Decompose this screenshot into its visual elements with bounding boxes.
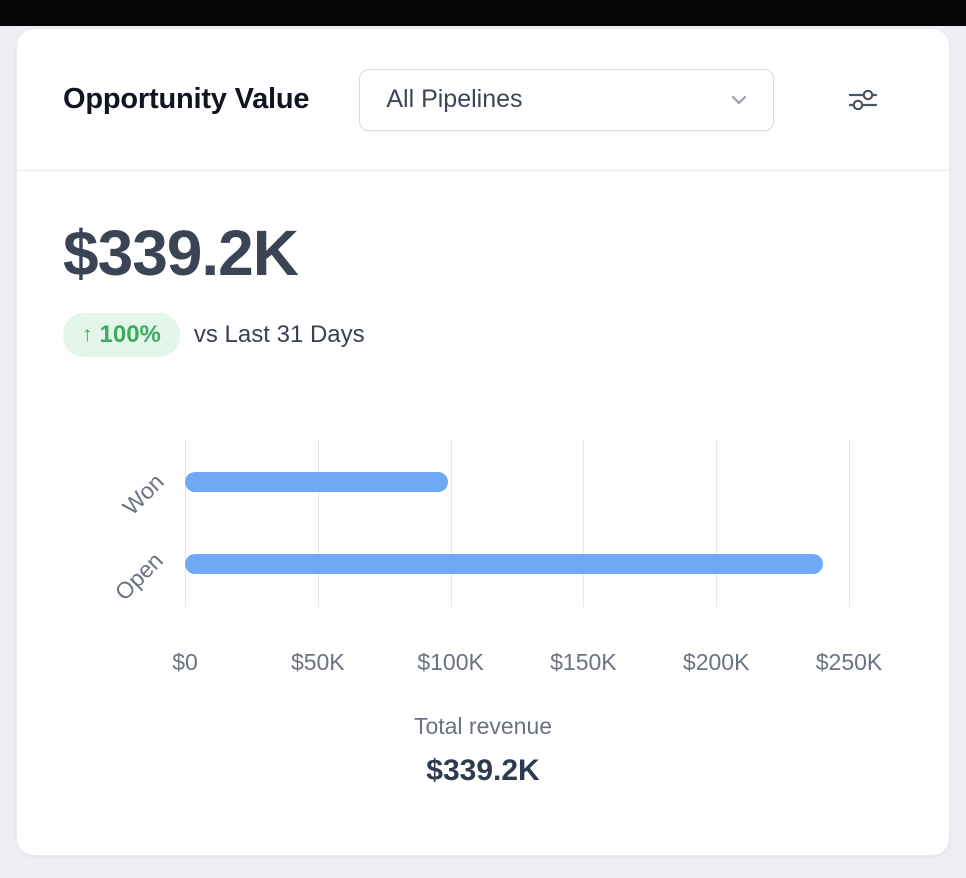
gridline — [716, 439, 718, 607]
bar-won[interactable] — [185, 472, 448, 492]
y-axis-labels: Won Open — [63, 439, 185, 607]
comparison-label: vs Last 31 Days — [193, 321, 365, 348]
category-label-won: Won — [117, 468, 169, 520]
x-tick-label: $0 — [172, 649, 198, 675]
change-percent: 100% — [99, 321, 161, 348]
filter-settings-button[interactable] — [841, 78, 885, 122]
gridline — [317, 439, 319, 607]
x-tick-label: $150K — [550, 649, 617, 675]
top-edge-bar — [0, 0, 966, 26]
gridline — [185, 439, 186, 607]
x-axis-ticks: $0 $50K $100K $150K $200K $250K — [172, 649, 882, 679]
change-badge: ↑ 100% — [63, 313, 180, 357]
card-header: Opportunity Value All Pipelines — [17, 29, 949, 171]
category-label-open: Open — [109, 547, 168, 606]
chevron-down-icon — [727, 88, 751, 112]
total-revenue-label: Total revenue — [413, 713, 553, 739]
x-tick-label: $250K — [815, 649, 883, 675]
chart-plot-row: Won Open — [63, 439, 903, 607]
x-tick-label: $200K — [682, 649, 750, 675]
change-row: ↑ 100% vs Last 31 Days — [63, 313, 903, 357]
x-axis-spacer — [63, 649, 185, 679]
page-title: Opportunity Value — [63, 83, 310, 115]
bar-open[interactable] — [185, 554, 823, 574]
x-tick-label: $100K — [417, 649, 484, 675]
plot-area — [185, 439, 850, 607]
gridline — [849, 439, 850, 607]
gridline — [450, 439, 452, 607]
chart-footer: Total revenue $339.2K — [63, 713, 903, 788]
pipeline-dropdown[interactable]: All Pipelines — [359, 68, 775, 131]
bar-chart: Won Open — [63, 439, 903, 788]
card-body: $339.2K ↑ 100% vs Last 31 Days Won Open — [17, 221, 949, 788]
pipeline-dropdown-value: All Pipelines — [386, 85, 523, 113]
opportunity-total-value: $339.2K — [63, 217, 299, 289]
opportunity-value-card: Opportunity Value All Pipelines — [16, 28, 950, 856]
arrow-up-icon: ↑ — [82, 323, 93, 346]
x-tick-label: $50K — [290, 649, 345, 675]
horizontal-sliders-icon — [847, 87, 879, 113]
gridline — [583, 439, 585, 607]
x-axis: $0 $50K $100K $150K $200K $250K — [63, 649, 903, 679]
total-revenue-value: $339.2K — [426, 754, 540, 787]
